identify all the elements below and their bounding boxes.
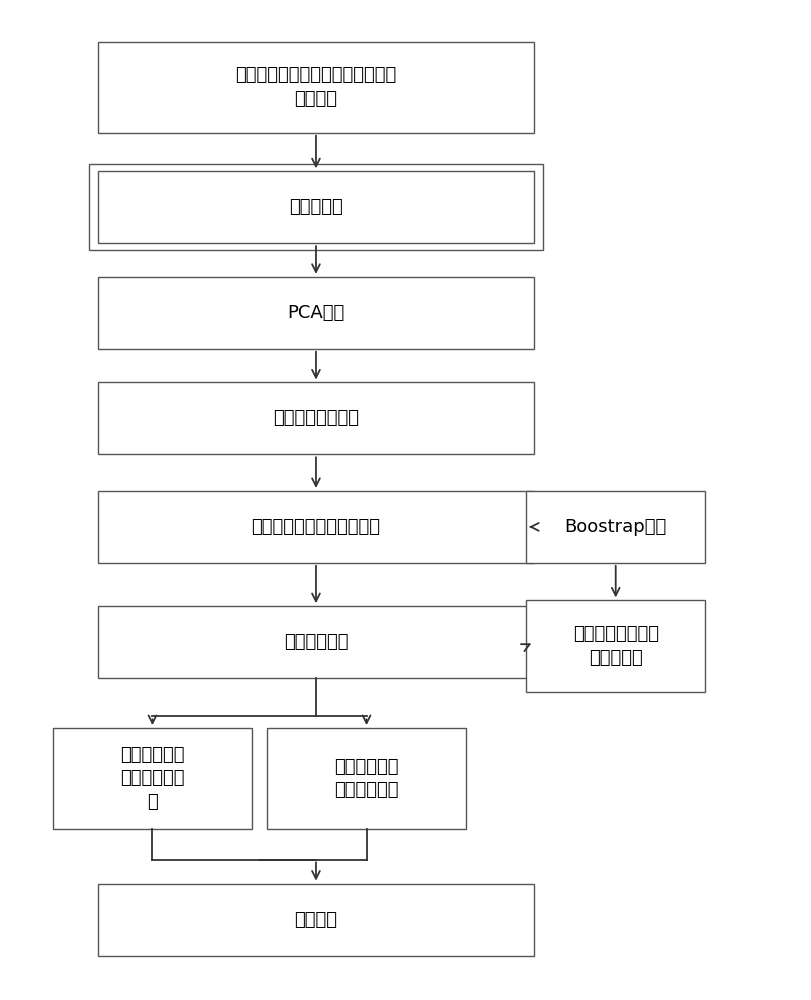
Text: 预处理后的数据集: 预处理后的数据集 — [273, 409, 359, 427]
Bar — [526, 491, 706, 563]
Bar — [98, 606, 534, 678]
Text: 稀疏分解: 稀疏分解 — [294, 911, 337, 929]
Text: 相关系数计算: 相关系数计算 — [284, 633, 348, 651]
Bar — [268, 728, 466, 829]
Text: 数据归一化: 数据归一化 — [289, 198, 343, 216]
Bar — [98, 277, 534, 349]
Text: 训练数据集相
关性特征矩阵: 训练数据集相 关性特征矩阵 — [334, 758, 399, 799]
Bar — [98, 171, 534, 243]
Text: 预处理数据集
相关性特征矩
阵: 预处理数据集 相关性特征矩 阵 — [120, 746, 185, 811]
Bar — [98, 42, 534, 133]
Bar — [526, 600, 706, 692]
Bar — [88, 164, 543, 250]
Bar — [98, 491, 534, 563]
Bar — [54, 728, 251, 829]
Text: PCA降维: PCA降维 — [287, 304, 345, 322]
Text: 加权平均的参考向
量样本集合: 加权平均的参考向 量样本集合 — [573, 625, 659, 667]
Text: Boostrap采样: Boostrap采样 — [564, 518, 667, 536]
Text: 随机采样获取训练样本集合: 随机采样获取训练样本集合 — [251, 518, 380, 536]
Bar — [98, 884, 534, 956]
Bar — [98, 382, 534, 454]
Text: 将三维高光谱数据转化为二维特征
向量矩阵: 将三维高光谱数据转化为二维特征 向量矩阵 — [235, 66, 397, 108]
